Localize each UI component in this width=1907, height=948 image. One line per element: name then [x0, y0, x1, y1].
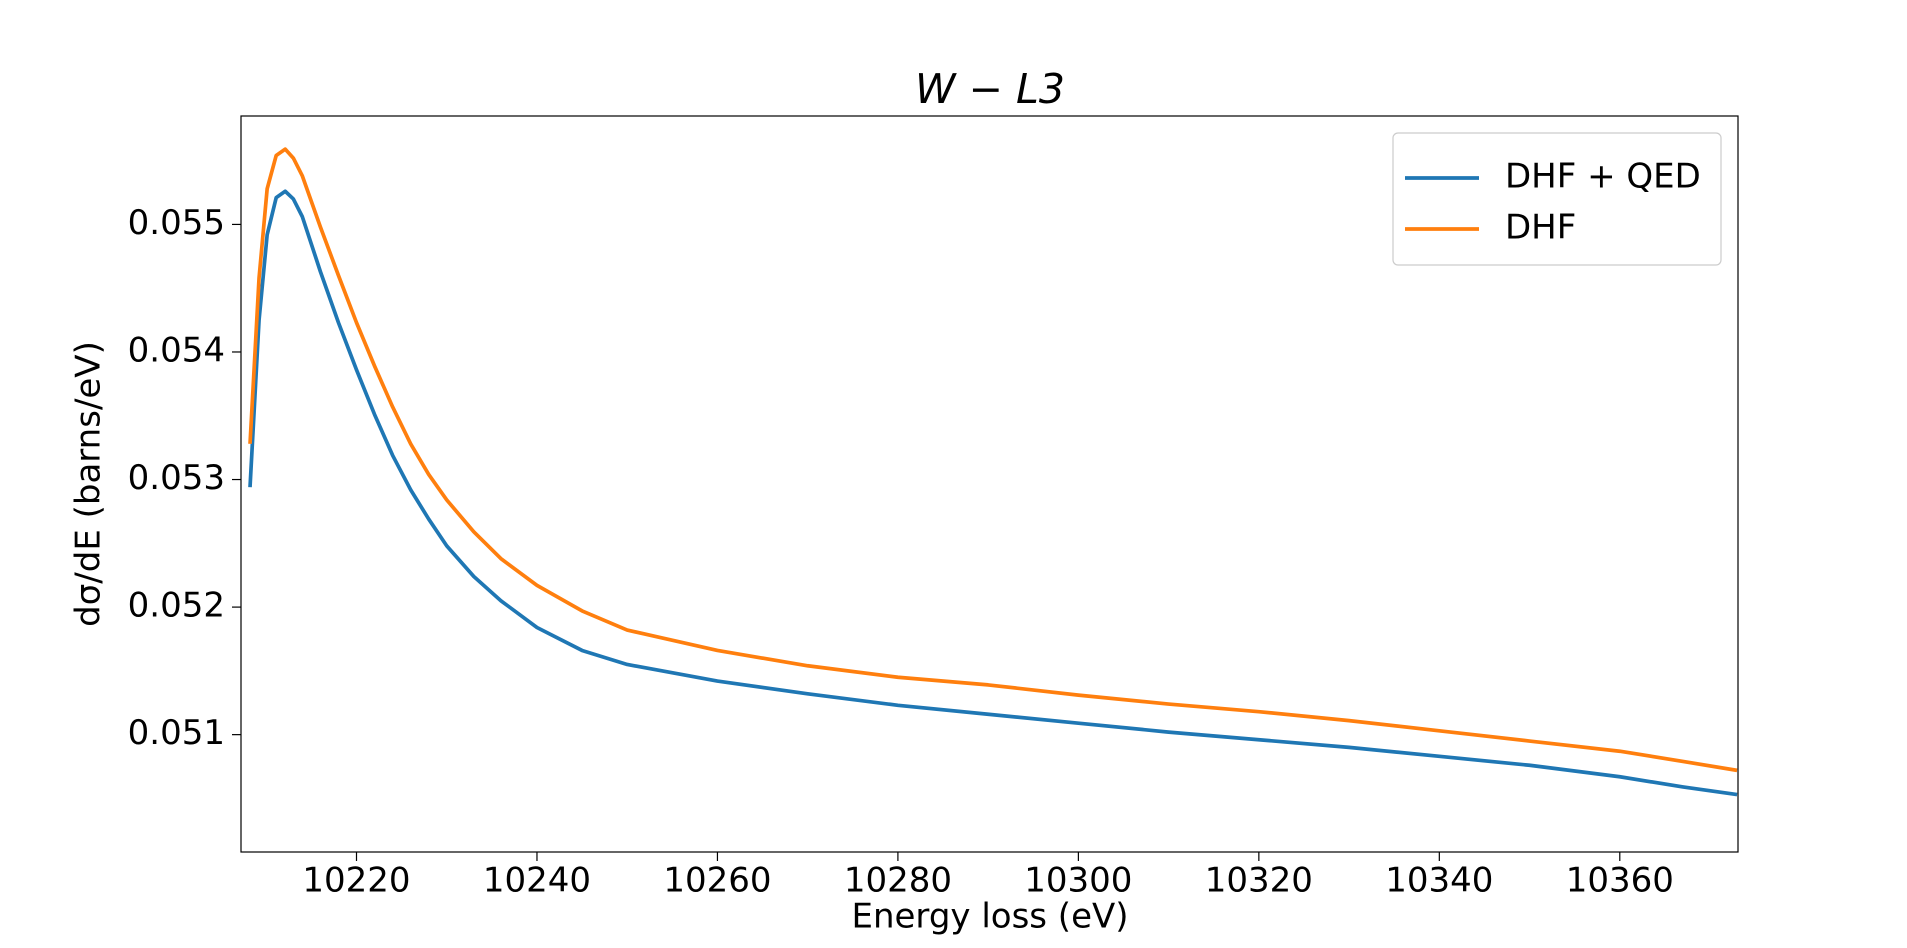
y-axis-label: dσ/dE (barns/eV): [69, 341, 109, 627]
data-line: [248, 189, 1738, 797]
legend-label: DHF: [1505, 208, 1576, 248]
y-tick-label: 0.054: [128, 330, 225, 370]
x-tick-label: 10360: [1566, 861, 1674, 901]
y-tick-label: 0.055: [128, 203, 225, 243]
y-tick-label: 0.053: [128, 458, 225, 498]
x-tick-label: 10220: [302, 861, 410, 901]
y-tick-label: 0.051: [128, 713, 225, 753]
x-tick-label: 10300: [1024, 861, 1132, 901]
x-tick-label: 10240: [483, 861, 591, 901]
chart-title: W − L3: [915, 65, 1065, 113]
legend-box: [1392, 132, 1722, 266]
legend-label: DHF + QED: [1505, 157, 1701, 197]
x-axis-label: Energy loss (eV): [851, 897, 1128, 937]
plot-lines: [248, 147, 1738, 797]
y-tick-label: 0.052: [128, 586, 225, 626]
x-tick-label: 10280: [844, 861, 952, 901]
data-line: [248, 147, 1738, 773]
x-tick-label: 10260: [663, 861, 771, 901]
x-tick-label: 10320: [1205, 861, 1313, 901]
x-tick-label: 10340: [1385, 861, 1493, 901]
plot-frame: [240, 115, 1739, 853]
